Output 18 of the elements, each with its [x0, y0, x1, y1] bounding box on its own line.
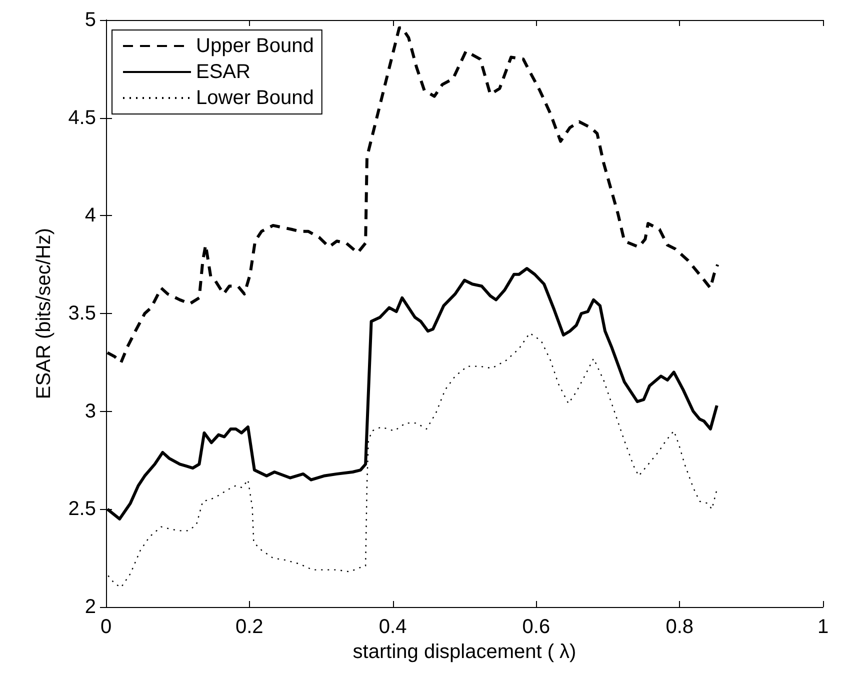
x-tick-label: 0.4 — [378, 616, 407, 638]
x-tick-label: 0.6 — [522, 616, 550, 638]
y-tick-label: 5 — [84, 9, 96, 31]
legend-label: Upper Bound — [196, 35, 314, 57]
y-tick-label: 3.5 — [68, 302, 96, 324]
x-tick-label: 1 — [817, 616, 829, 638]
x-tick-label: 0.8 — [666, 616, 694, 638]
y-tick-label: 3 — [84, 400, 96, 422]
y-tick-label: 4.5 — [68, 106, 96, 129]
y-tick-label: 2.5 — [68, 498, 96, 520]
legend-label: ESAR — [196, 61, 250, 83]
x-axis-title: starting displacement ( λ) — [352, 640, 576, 663]
y-tick-label: 2 — [84, 596, 96, 618]
y-axis-title: ESAR (bits/sec/Hz) — [33, 228, 55, 400]
legend-label: Lower Bound — [196, 87, 314, 109]
y-tick-label: 4 — [84, 204, 96, 227]
x-tick-label: 0.2 — [235, 616, 264, 638]
x-tick-label: 0 — [100, 616, 112, 638]
